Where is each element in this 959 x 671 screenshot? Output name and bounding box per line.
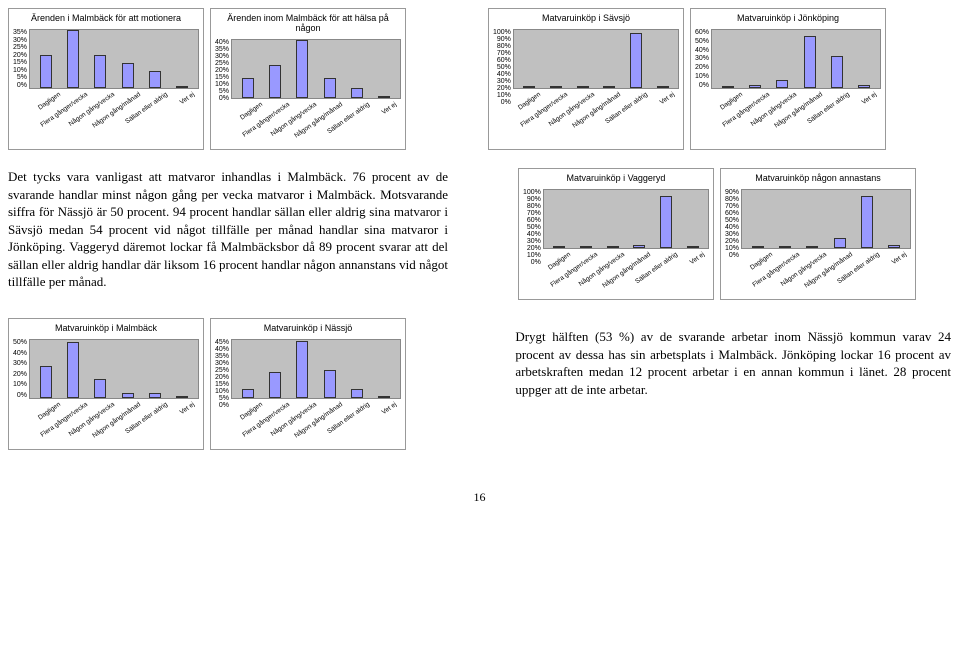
top-chart-row: Ärenden i Malmbäck för att motionera 35%3… (8, 8, 951, 150)
plot-area (231, 39, 401, 99)
plot-area (741, 189, 911, 249)
bar (523, 86, 535, 88)
spacer (468, 168, 498, 300)
mid-chart-row: Matvaruinköp i Vaggeryd 100%90%80%70%60%5… (518, 168, 916, 300)
bar (94, 379, 106, 398)
plot-area (513, 29, 679, 89)
bar (607, 246, 619, 248)
bar (861, 196, 873, 248)
bar (296, 40, 308, 98)
chart-8: Matvaruinköp i Nässjö 45%40%35%30%25%20%1… (210, 318, 406, 450)
y-axis: 100%90%80%70%60%50%40%30%20%10%0% (523, 189, 543, 249)
plot-area (29, 29, 199, 89)
bar (176, 396, 188, 398)
bar (351, 389, 363, 398)
bar (176, 86, 188, 88)
x-axis: DagligenFlera gånger/veckaNågon gång/vec… (725, 249, 911, 299)
chart-6: Matvaruinköp någon annastans 90%80%70%60%… (720, 168, 916, 300)
bar (296, 341, 308, 398)
bar (149, 393, 161, 398)
bottom-chart-row: Matvaruinköp i Malmbäck 50%40%30%20%10%0%… (8, 318, 406, 450)
chart-1: Ärenden i Malmbäck för att motionera 35%3… (8, 8, 204, 150)
bar (806, 246, 818, 248)
x-axis: DagligenFlera gånger/veckaNågon gång/vec… (215, 99, 401, 149)
bar (324, 370, 336, 398)
bar (630, 33, 642, 88)
bar (749, 85, 761, 88)
bar (834, 238, 846, 248)
bar (550, 86, 562, 88)
x-axis: DagligenFlera gånger/veckaNågon gång/vec… (493, 89, 679, 139)
bar (378, 396, 390, 398)
bar (577, 86, 589, 88)
bar (351, 88, 363, 98)
y-axis: 60%50%40%30%20%10%0% (695, 29, 711, 89)
bar (553, 246, 565, 248)
bar (378, 96, 390, 98)
chart-title: Matvaruinköp i Malmbäck (13, 323, 199, 333)
bar (269, 372, 281, 398)
chart-title: Ärenden i Malmbäck för att motionera (13, 13, 199, 23)
x-axis: DagligenFlera gånger/veckaNågon gång/vec… (215, 399, 401, 449)
mid-section: Det tycks vara vanligast att matvaror in… (8, 168, 951, 300)
chart-title: Ärenden inom Malmbäck för att hälsa på n… (215, 13, 401, 33)
bar (269, 65, 281, 98)
bar (779, 246, 791, 248)
bar (67, 342, 79, 398)
x-axis: DagligenFlera gånger/veckaNågon gång/vec… (13, 399, 199, 449)
bar (687, 246, 699, 248)
x-axis: DagligenFlera gånger/veckaNågon gång/vec… (523, 249, 709, 299)
y-axis: 35%30%25%20%15%10%5%0% (13, 29, 29, 89)
bar (804, 36, 816, 88)
plot-area (711, 29, 881, 89)
bar (888, 245, 900, 248)
y-axis: 100%90%80%70%60%50%40%30%20%10%0% (493, 29, 513, 89)
bar (94, 55, 106, 88)
bottom-section: Matvaruinköp i Malmbäck 50%40%30%20%10%0%… (8, 318, 951, 450)
bar (242, 78, 254, 98)
chart-7: Matvaruinköp i Malmbäck 50%40%30%20%10%0%… (8, 318, 204, 450)
chart-4: Matvaruinköp i Jönköping 60%50%40%30%20%1… (690, 8, 886, 150)
bar (776, 80, 788, 88)
spacer (412, 8, 482, 150)
chart-title: Matvaruinköp i Jönköping (695, 13, 881, 23)
bar (633, 245, 645, 248)
bar (324, 78, 336, 98)
bar (122, 63, 134, 88)
plot-area (231, 339, 401, 399)
paragraph-2: Drygt hälften (53 %) av de svarande arbe… (515, 328, 951, 450)
chart-5: Matvaruinköp i Vaggeryd 100%90%80%70%60%5… (518, 168, 714, 300)
x-axis: DagligenFlera gånger/veckaNågon gång/vec… (695, 89, 881, 139)
y-axis: 90%80%70%60%50%40%30%20%10%0% (725, 189, 741, 249)
plot-area (29, 339, 199, 399)
bar (657, 86, 669, 88)
bar (603, 86, 615, 88)
x-axis: DagligenFlera gånger/veckaNågon gång/vec… (13, 89, 199, 139)
bar (67, 30, 79, 88)
spacer (426, 318, 495, 450)
chart-2: Ärenden inom Malmbäck för att hälsa på n… (210, 8, 406, 150)
bar (242, 389, 254, 398)
y-axis: 40%35%30%25%20%15%10%5%0% (215, 39, 231, 99)
y-axis: 45%40%35%30%25%20%15%10%5%0% (215, 339, 231, 399)
plot-area (543, 189, 709, 249)
bar (722, 86, 734, 88)
chart-title: Matvaruinköp någon annastans (725, 173, 911, 183)
chart-title: Matvaruinköp i Sävsjö (493, 13, 679, 23)
chart-title: Matvaruinköp i Nässjö (215, 323, 401, 333)
bar (580, 246, 592, 248)
bar (831, 56, 843, 88)
bar (752, 246, 764, 248)
y-axis: 50%40%30%20%10%0% (13, 339, 29, 399)
bar (40, 55, 52, 88)
bar (149, 71, 161, 88)
bar (660, 196, 672, 248)
chart-3: Matvaruinköp i Sävsjö 100%90%80%70%60%50%… (488, 8, 684, 150)
page-number: 16 (8, 490, 951, 505)
bar (40, 366, 52, 398)
bar (858, 85, 870, 88)
bar (122, 393, 134, 398)
paragraph-1: Det tycks vara vanligast att matvaror in… (8, 168, 448, 300)
chart-title: Matvaruinköp i Vaggeryd (523, 173, 709, 183)
